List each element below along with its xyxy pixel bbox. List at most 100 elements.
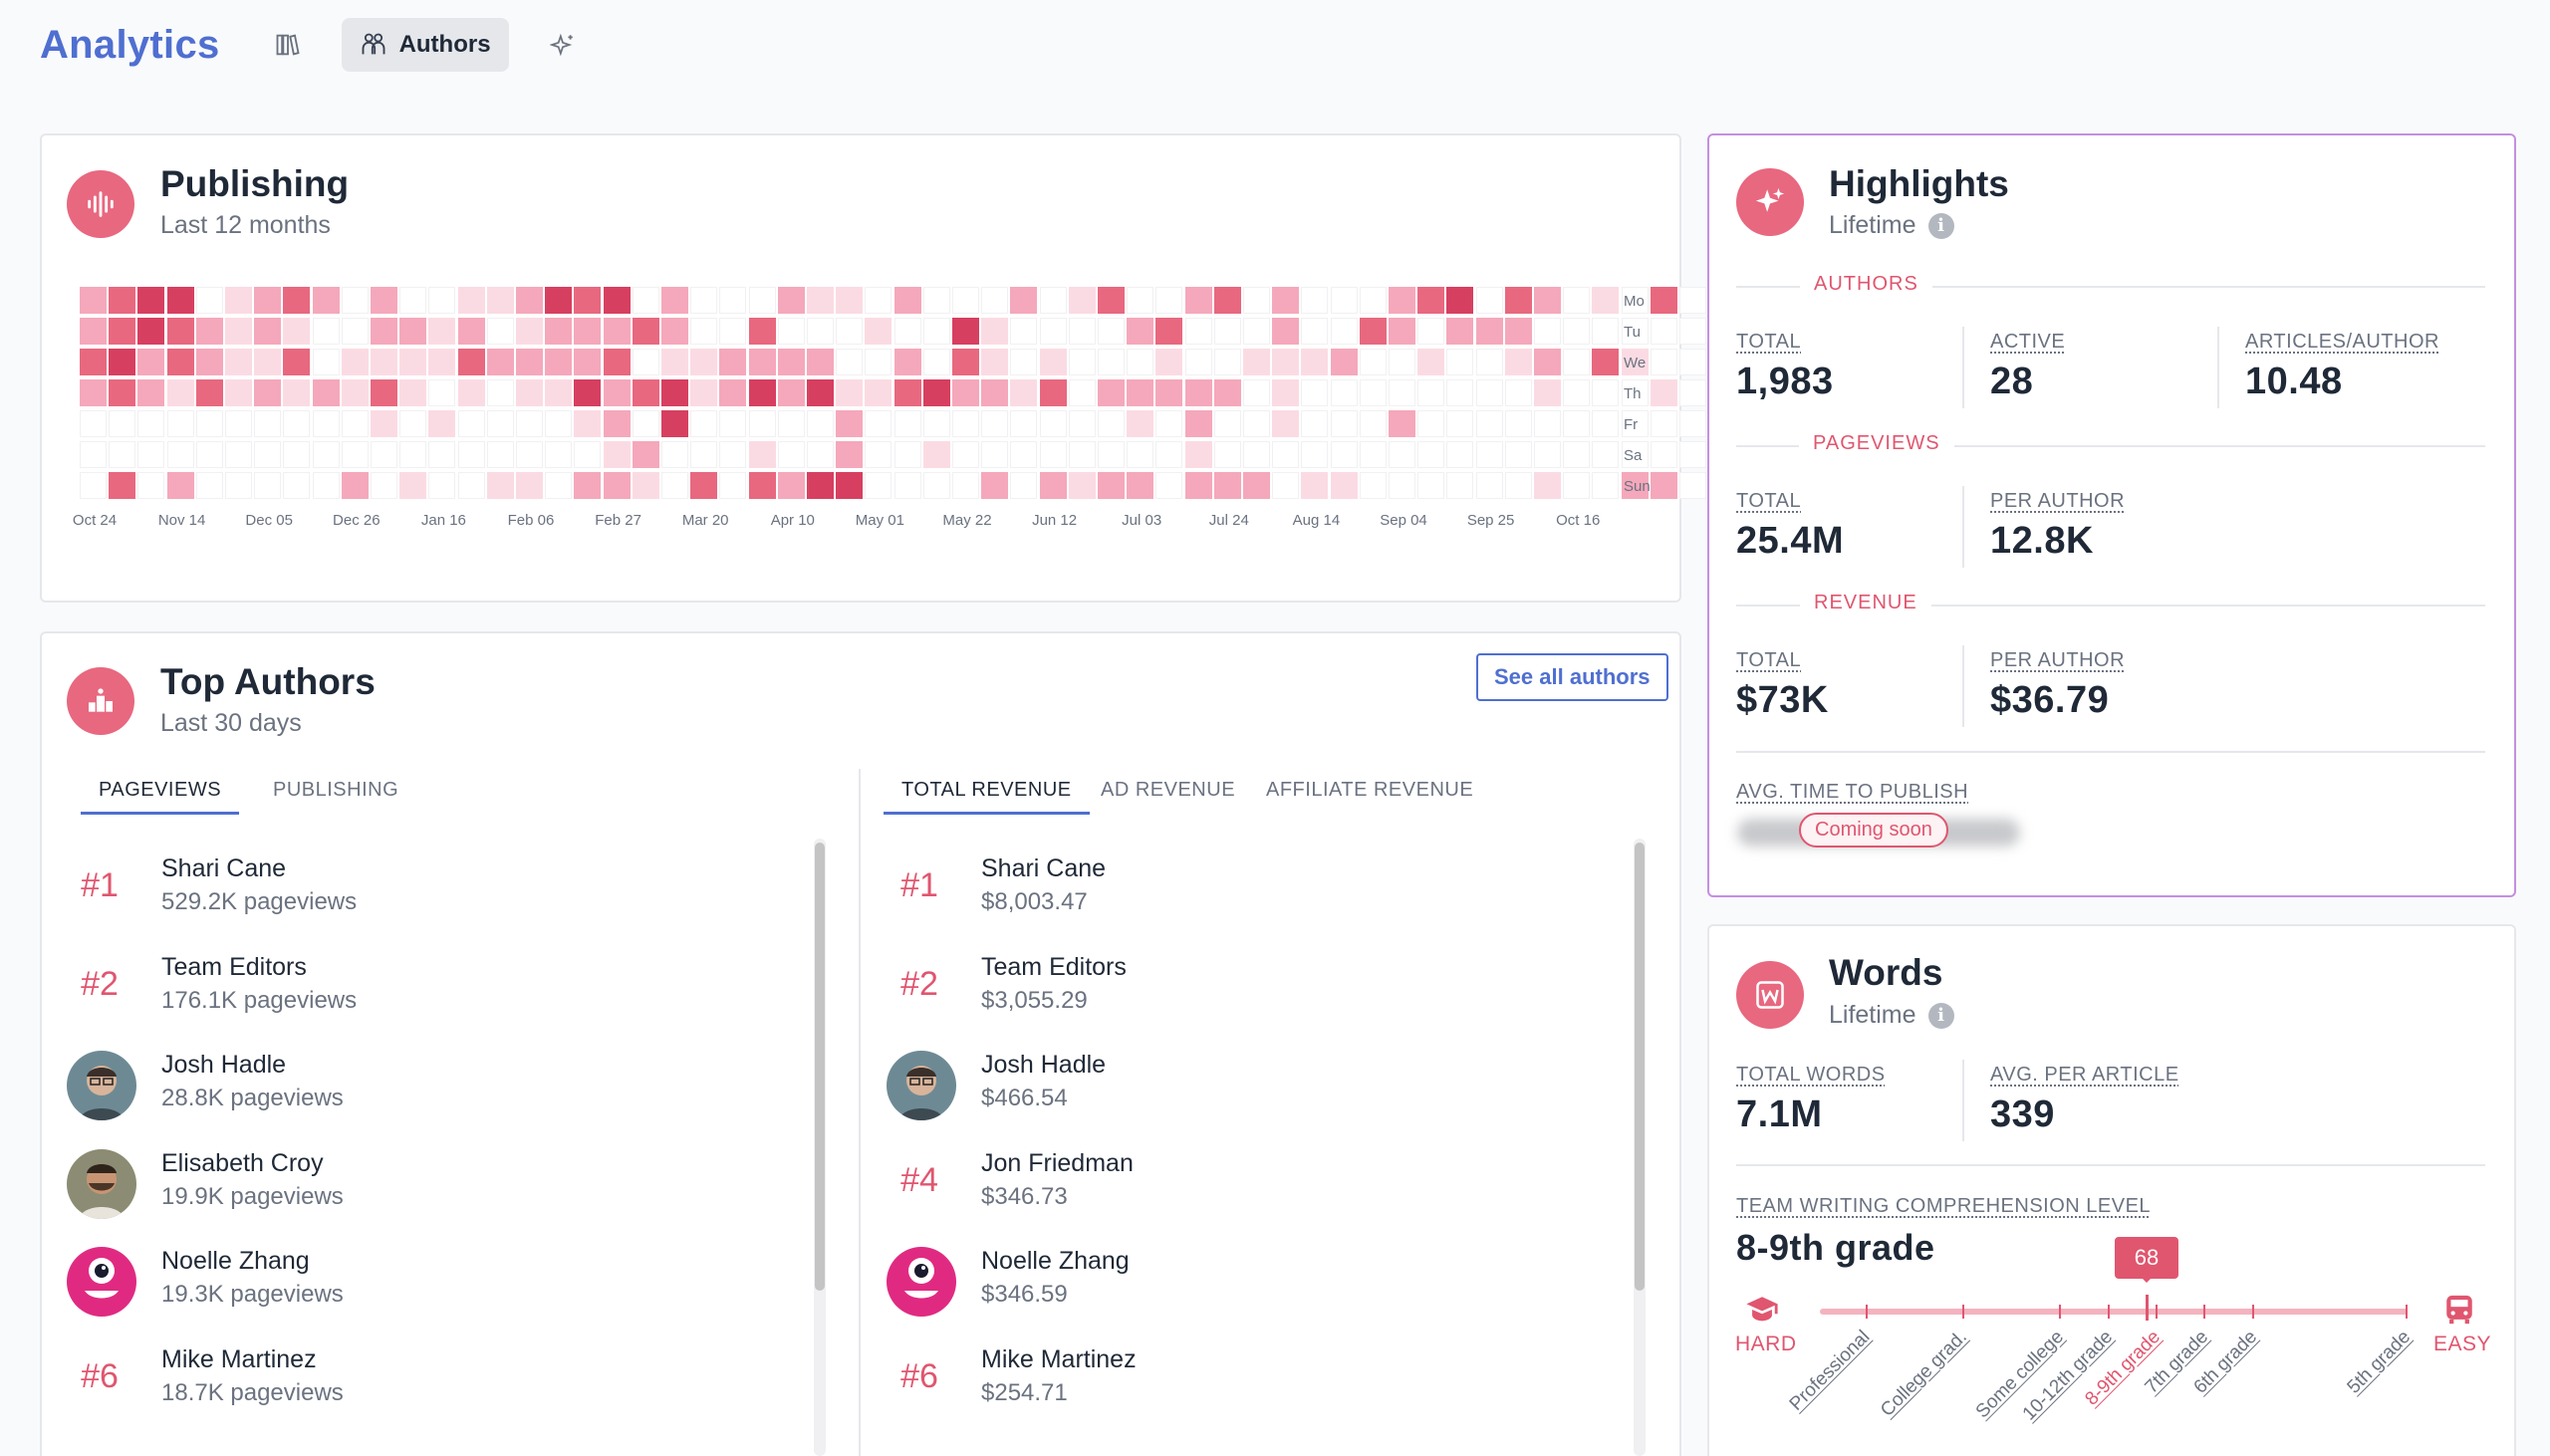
heatmap-cell[interactable]	[1330, 472, 1358, 499]
heatmap-cell[interactable]	[1621, 287, 1649, 314]
author-row[interactable]: Josh Hadle $466.54	[885, 1045, 1582, 1124]
heatmap-cell[interactable]	[1127, 379, 1154, 406]
heatmap-cell[interactable]	[719, 379, 747, 406]
heatmap-cell[interactable]	[1301, 410, 1329, 437]
heatmap-cell[interactable]	[1039, 318, 1067, 345]
heatmap-cell[interactable]	[922, 472, 950, 499]
heatmap-cell[interactable]	[80, 472, 107, 499]
heatmap-cell[interactable]	[1592, 318, 1620, 345]
heatmap-cell[interactable]	[1184, 318, 1212, 345]
heatmap-cell[interactable]	[807, 410, 834, 437]
heatmap-cell[interactable]	[632, 472, 659, 499]
heatmap-cell[interactable]	[1243, 379, 1270, 406]
heatmap-cell[interactable]	[1389, 318, 1415, 345]
heatmap-cell[interactable]	[283, 441, 311, 468]
heatmap-cell[interactable]	[399, 410, 427, 437]
heatmap-cell[interactable]	[1098, 441, 1125, 468]
heatmap-cell[interactable]	[516, 410, 543, 437]
heatmap-cell[interactable]	[1039, 410, 1067, 437]
heatmap-cell[interactable]	[341, 379, 369, 406]
heatmap-cell[interactable]	[1389, 379, 1415, 406]
heatmap-cell[interactable]	[719, 318, 747, 345]
heatmap-cell[interactable]	[865, 410, 892, 437]
heatmap-cell[interactable]	[545, 287, 573, 314]
heatmap-cell[interactable]	[283, 287, 311, 314]
heatmap-cell[interactable]	[399, 472, 427, 499]
heatmap-cell[interactable]	[1504, 287, 1532, 314]
heatmap-cell[interactable]	[632, 441, 659, 468]
heatmap-cell[interactable]	[922, 441, 950, 468]
heatmap-cell[interactable]	[1417, 379, 1445, 406]
tab-total-revenue[interactable]: TOTAL REVENUE	[884, 779, 1090, 815]
heatmap-cell[interactable]	[283, 318, 311, 345]
heatmap-cell[interactable]	[661, 410, 688, 437]
heatmap-cell[interactable]	[1301, 318, 1329, 345]
heatmap-cell[interactable]	[195, 379, 223, 406]
heatmap-cell[interactable]	[109, 318, 136, 345]
author-row[interactable]: #2 Team Editors $3,055.29	[885, 947, 1582, 1027]
heatmap-cell[interactable]	[457, 410, 485, 437]
heatmap-cell[interactable]	[137, 318, 165, 345]
heatmap-cell[interactable]	[1563, 441, 1591, 468]
heatmap-cell[interactable]	[1098, 349, 1125, 375]
heatmap-cell[interactable]	[777, 379, 805, 406]
heatmap-cell[interactable]	[1563, 410, 1591, 437]
author-row[interactable]: #1 Shari Cane $8,003.47	[885, 849, 1582, 928]
heatmap-cell[interactable]	[428, 410, 456, 437]
pageviews-scrollbar[interactable]	[814, 839, 826, 1456]
heatmap-cell[interactable]	[166, 410, 194, 437]
heatmap-cell[interactable]	[1446, 318, 1474, 345]
heatmap-cell[interactable]	[312, 287, 340, 314]
heatmap-cell[interactable]	[1679, 287, 1706, 314]
heatmap-cell[interactable]	[371, 379, 397, 406]
heatmap-cell[interactable]	[516, 318, 543, 345]
heatmap-cell[interactable]	[1301, 441, 1329, 468]
heatmap-cell[interactable]	[1359, 441, 1387, 468]
heatmap-cell[interactable]	[661, 379, 688, 406]
heatmap-cell[interactable]	[1184, 287, 1212, 314]
heatmap-cell[interactable]	[399, 349, 427, 375]
heatmap-cell[interactable]	[922, 410, 950, 437]
heatmap-cell[interactable]	[603, 441, 631, 468]
heatmap-cell[interactable]	[1534, 287, 1561, 314]
heatmap-cell[interactable]	[341, 318, 369, 345]
heatmap-cell[interactable]	[1039, 441, 1067, 468]
heatmap-cell[interactable]	[1359, 410, 1387, 437]
heatmap-cell[interactable]	[254, 349, 282, 375]
heatmap-cell[interactable]	[981, 287, 1009, 314]
heatmap-cell[interactable]	[1475, 379, 1503, 406]
heatmap-cell[interactable]	[1330, 287, 1358, 314]
heatmap-cell[interactable]	[1010, 441, 1038, 468]
heatmap-cell[interactable]	[922, 318, 950, 345]
heatmap-cell[interactable]	[748, 410, 776, 437]
heatmap-cell[interactable]	[1155, 318, 1183, 345]
heatmap-cell[interactable]	[1359, 318, 1387, 345]
heatmap-cell[interactable]	[574, 287, 602, 314]
heatmap-cell[interactable]	[748, 318, 776, 345]
heatmap-cell[interactable]	[1417, 410, 1445, 437]
heatmap-cell[interactable]	[1650, 410, 1677, 437]
heatmap-cell[interactable]	[225, 379, 252, 406]
heatmap-cell[interactable]	[1389, 410, 1415, 437]
heatmap-cell[interactable]	[166, 379, 194, 406]
heatmap-cell[interactable]	[457, 318, 485, 345]
heatmap-cell[interactable]	[283, 379, 311, 406]
author-name[interactable]: Mike Martinez	[161, 1344, 317, 1373]
heatmap-cell[interactable]	[225, 287, 252, 314]
heatmap-cell[interactable]	[341, 287, 369, 314]
heatmap-cell[interactable]	[1359, 472, 1387, 499]
author-name[interactable]: Shari Cane	[981, 854, 1107, 882]
heatmap-cell[interactable]	[807, 441, 834, 468]
author-row[interactable]: Noelle Zhang $346.59	[885, 1241, 1582, 1321]
heatmap-cell[interactable]	[1417, 472, 1445, 499]
heatmap-cell[interactable]	[661, 349, 688, 375]
author-name[interactable]: Josh Hadle	[161, 1051, 287, 1079]
heatmap-cell[interactable]	[225, 441, 252, 468]
heatmap-cell[interactable]	[865, 287, 892, 314]
heatmap-cell[interactable]	[1243, 472, 1270, 499]
heatmap-cell[interactable]	[1127, 410, 1154, 437]
heatmap-cell[interactable]	[516, 349, 543, 375]
heatmap-cell[interactable]	[1389, 287, 1415, 314]
heatmap-cell[interactable]	[1039, 379, 1067, 406]
heatmap-cell[interactable]	[195, 441, 223, 468]
